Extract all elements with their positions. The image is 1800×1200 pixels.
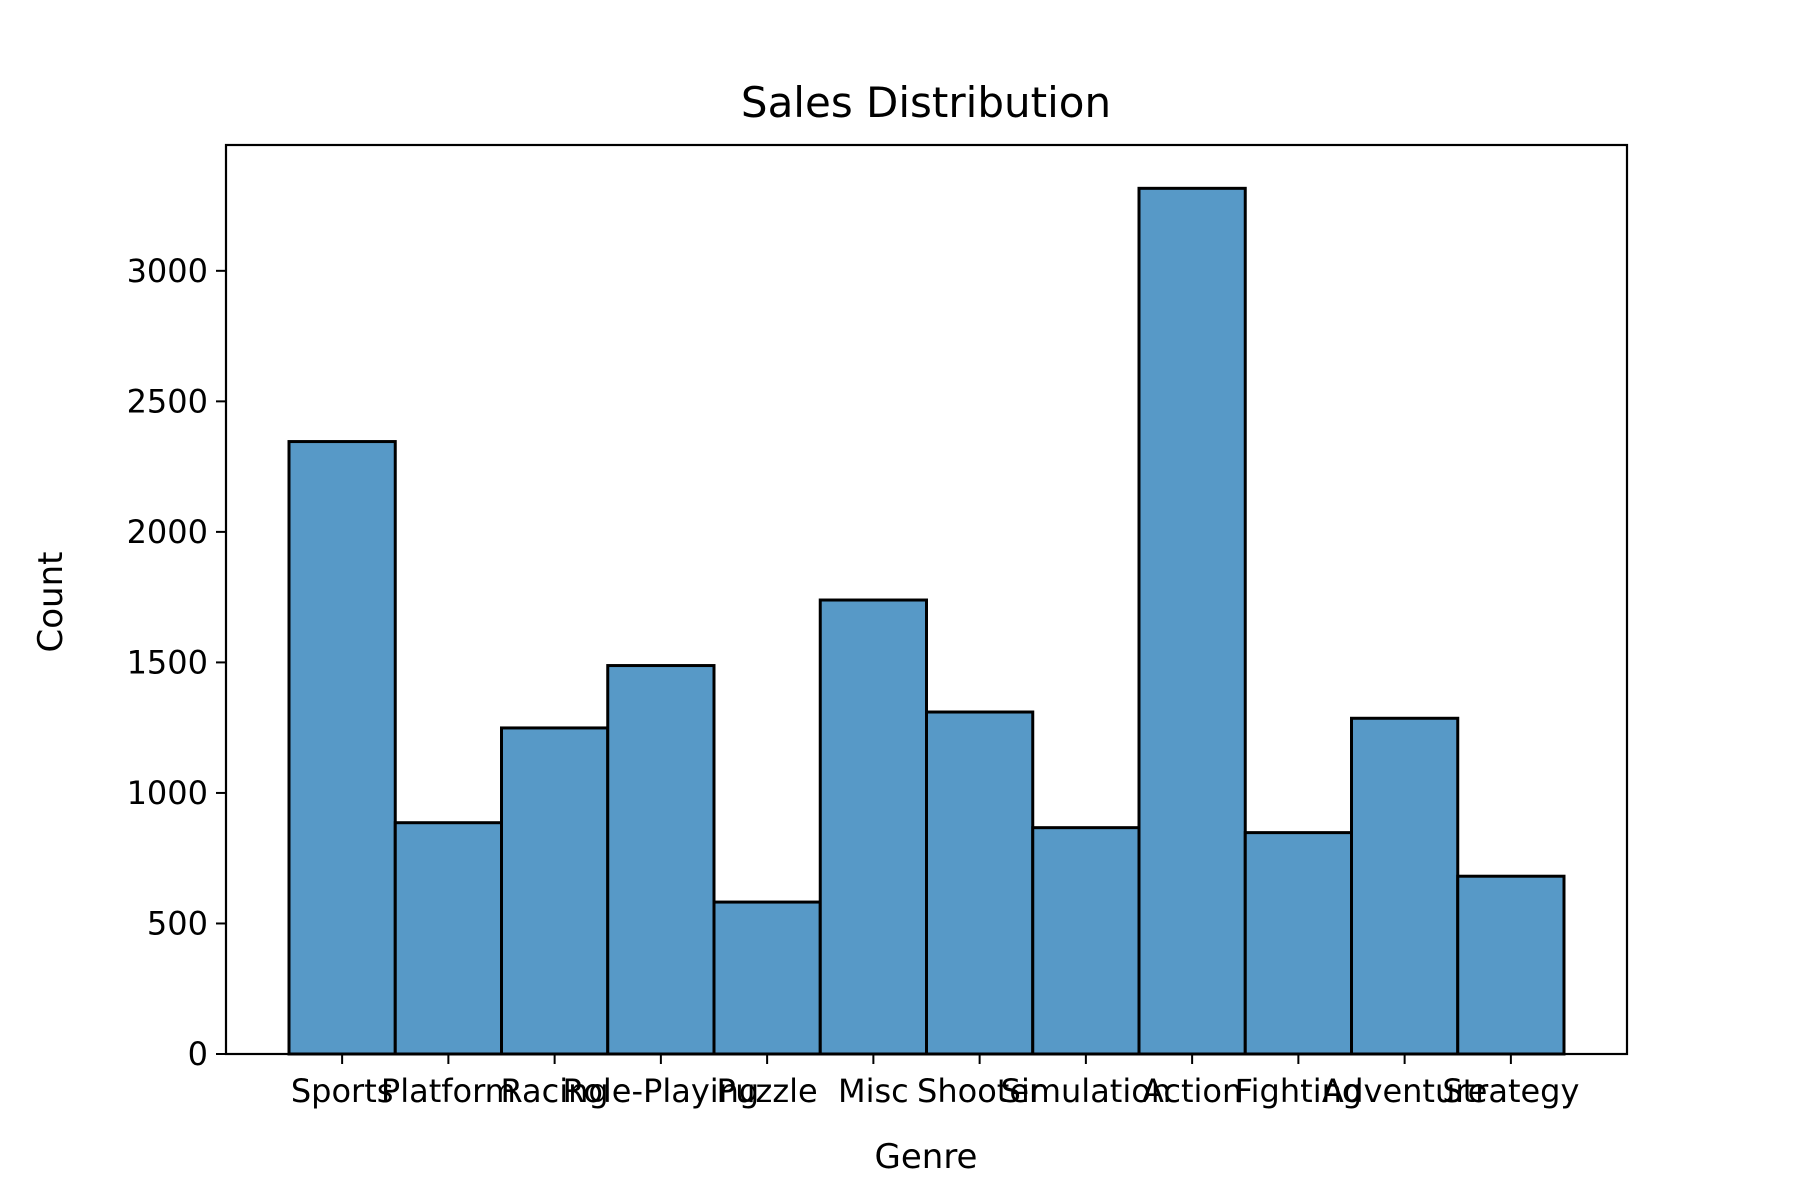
bar-puzzle (712, 900, 822, 1056)
x-tick-label: Fighting (1235, 1072, 1363, 1110)
x-tick-label: Misc (838, 1072, 909, 1110)
bar-role-playing (606, 664, 716, 1056)
chart-title: Sales Distribution (741, 78, 1111, 127)
x-tick-label: Simulation (1001, 1072, 1171, 1110)
y-tick-label: 2500 (127, 382, 208, 420)
bar-strategy (1456, 874, 1566, 1056)
y-tick-label: 1000 (127, 774, 208, 812)
x-tick-label: Puzzle (717, 1072, 818, 1110)
y-tick-label: 0 (188, 1035, 208, 1073)
plot-frame (224, 143, 1629, 1056)
x-tick-label: Sports (291, 1072, 394, 1110)
bar-sports (287, 440, 397, 1056)
bars-group (287, 186, 1566, 1056)
y-tick-label: 500 (147, 904, 208, 942)
bar-adventure (1350, 716, 1460, 1056)
bar-fighting (1243, 831, 1353, 1056)
x-tick-label: Strategy (1442, 1072, 1579, 1110)
bar-racing (500, 726, 610, 1056)
y-axis-label: Count (31, 552, 71, 653)
x-axis-label: Genre (875, 1137, 978, 1177)
x-tick-label: Platform (381, 1072, 516, 1110)
x-tick-label: Racing (501, 1072, 609, 1110)
y-tick-label: 2000 (127, 513, 208, 551)
y-tick-label: 3000 (127, 252, 208, 290)
bar-misc (818, 598, 928, 1056)
x-tick-label: Adventure (1322, 1072, 1488, 1110)
x-tick-label: Shooter (917, 1072, 1043, 1110)
bar-shooter (925, 710, 1035, 1056)
x-tick-label: Action (1142, 1072, 1242, 1110)
bar-action (1137, 186, 1247, 1056)
bar-platform (393, 821, 503, 1056)
y-axis: 0 500 1000 1500 2000 2500 3000 (127, 252, 226, 1073)
bar-simulation (1031, 826, 1141, 1056)
y-tick-label: 1500 (127, 643, 208, 681)
x-tick-label: Role-Playing (563, 1072, 760, 1110)
